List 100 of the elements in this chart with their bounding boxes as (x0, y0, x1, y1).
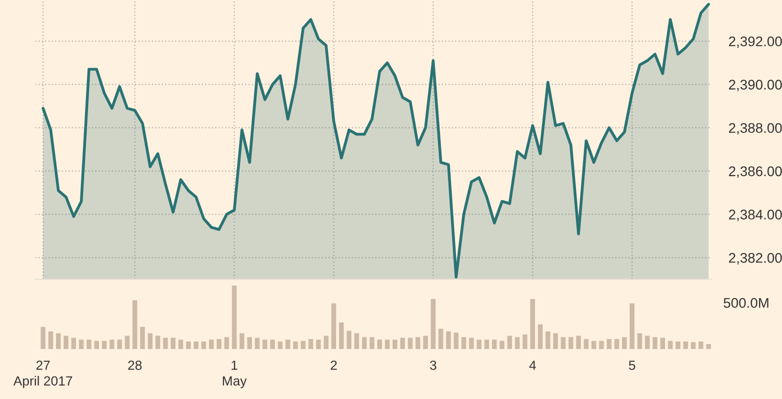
bar (170, 338, 176, 350)
bar (117, 340, 122, 350)
bar (630, 303, 634, 350)
bar (438, 328, 444, 350)
bar (155, 336, 160, 350)
bar (576, 336, 581, 350)
bar (546, 331, 550, 350)
x-tick-label: 2 (330, 360, 337, 370)
bar (599, 340, 604, 350)
bar (232, 286, 237, 350)
bar (324, 336, 328, 350)
bar (690, 342, 696, 350)
bar (423, 336, 428, 350)
bar (278, 342, 283, 350)
y-tick-label: 2,392.00 (728, 36, 782, 48)
bar (148, 333, 153, 350)
bar (644, 336, 650, 350)
bar (71, 338, 76, 350)
bar (560, 337, 566, 350)
bar (484, 340, 490, 350)
bar (124, 336, 130, 350)
bar (538, 324, 543, 350)
bar (416, 337, 420, 350)
bar (430, 298, 436, 350)
bar (316, 340, 321, 350)
bar (262, 340, 268, 350)
bar (300, 340, 306, 350)
x-tick-label: 28 (128, 360, 142, 370)
bar (40, 326, 46, 350)
bar (492, 340, 497, 350)
bar (247, 337, 252, 350)
bar (331, 303, 336, 350)
bar (461, 337, 466, 350)
bar (698, 342, 704, 350)
x-tick-label: 1 May (222, 360, 247, 388)
bar (614, 338, 620, 350)
bar (606, 338, 612, 350)
bar (270, 340, 275, 350)
bar (285, 340, 290, 350)
bar (706, 344, 711, 350)
bar (408, 338, 413, 350)
bar (522, 334, 528, 350)
bar (240, 333, 244, 350)
y-tick-label: 2,382.00 (728, 252, 782, 264)
bar (622, 337, 627, 350)
bar (377, 340, 382, 350)
y-tick-label: 2,388.00 (728, 123, 782, 135)
y-tick-label: 2,386.00 (728, 166, 782, 178)
bar (293, 342, 298, 350)
y-tick-label: 2,384.00 (728, 210, 782, 222)
bar (591, 340, 596, 350)
bar (86, 340, 92, 350)
text: 500.0M (724, 298, 768, 308)
bar (308, 338, 314, 350)
bar (668, 340, 673, 350)
bar (514, 337, 520, 350)
bar (683, 342, 688, 350)
bar (56, 333, 61, 350)
bar (500, 340, 504, 350)
bar (339, 322, 344, 350)
bar (94, 340, 99, 350)
bar (507, 336, 512, 350)
bar (676, 342, 680, 350)
bar (392, 340, 398, 350)
bar (48, 331, 54, 350)
bar (102, 340, 107, 350)
bar (186, 342, 191, 350)
bar (224, 337, 230, 350)
bar (568, 337, 574, 350)
bar (553, 333, 558, 350)
bar (64, 336, 68, 350)
bar (354, 333, 360, 350)
bar (446, 331, 451, 350)
bar (78, 340, 84, 350)
bar (652, 337, 658, 350)
x-tick-label: 5 (628, 360, 636, 370)
bar (163, 338, 168, 350)
bar (216, 338, 222, 350)
bar (584, 338, 589, 350)
bar (530, 298, 535, 350)
x-tick-label: 4 (529, 360, 536, 370)
bar (370, 337, 374, 350)
bar (132, 300, 138, 350)
bar (110, 340, 114, 350)
bar (362, 337, 367, 350)
bar (400, 338, 405, 350)
bar (454, 332, 459, 350)
bar (178, 340, 184, 350)
x-tick-label: 3 (430, 360, 436, 370)
bar (194, 342, 198, 350)
bar (637, 333, 642, 350)
bar (201, 342, 206, 350)
bar (208, 340, 214, 350)
bar (346, 330, 352, 350)
bar (384, 340, 390, 350)
bar (469, 338, 474, 350)
bar (476, 340, 482, 350)
x-tick-label: 27 April 2017 (13, 360, 72, 388)
bar (140, 326, 145, 350)
bar (254, 338, 260, 350)
